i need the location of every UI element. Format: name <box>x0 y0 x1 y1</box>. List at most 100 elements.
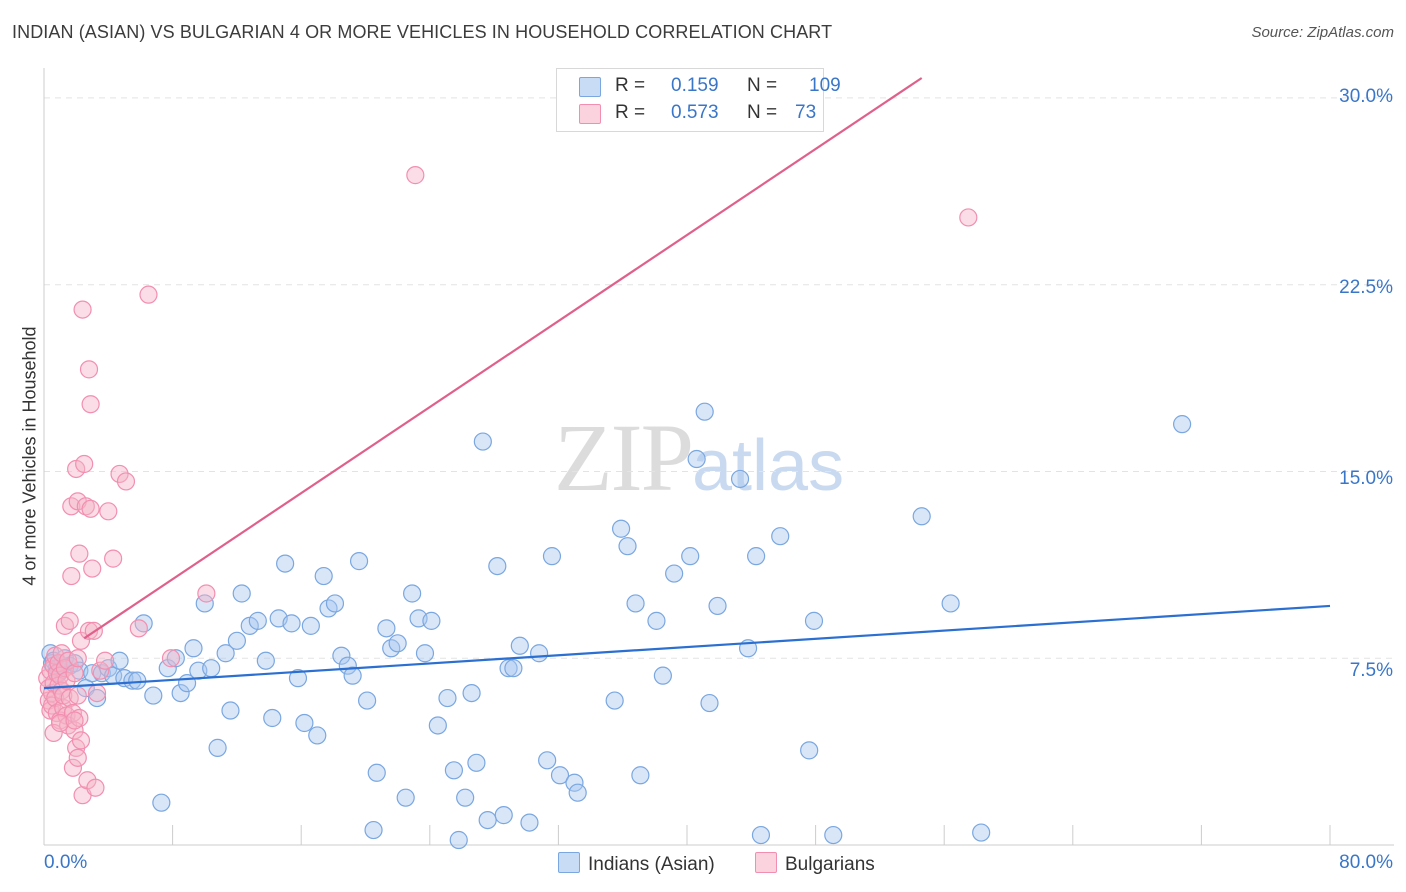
data-point <box>396 788 415 807</box>
data-point <box>488 556 507 576</box>
data-point <box>504 659 523 678</box>
data-point <box>428 716 447 735</box>
legend-n-value: 73 <box>795 102 817 123</box>
data-point <box>618 537 637 556</box>
data-point <box>81 499 100 518</box>
data-point <box>50 713 70 733</box>
data-point <box>510 636 529 655</box>
legend-swatch-bulgarians <box>579 104 601 124</box>
data-point <box>681 547 700 566</box>
data-point <box>358 691 377 710</box>
bottom-legend-indians: Indians (Asian) <box>558 852 715 876</box>
data-point <box>565 773 584 792</box>
data-point <box>110 651 129 670</box>
bottom-legend-label: Indians (Asian) <box>588 854 715 875</box>
trend-line <box>83 77 923 640</box>
data-point <box>86 778 105 797</box>
data-point <box>221 701 240 720</box>
bottom-legend-swatch <box>558 852 580 873</box>
data-point <box>403 584 422 603</box>
data-point <box>139 285 158 304</box>
grid-lines <box>44 97 1394 659</box>
data-point <box>208 738 227 757</box>
legend-r-label: R = <box>615 102 646 123</box>
data-point <box>478 810 497 830</box>
bottom-legend-label: Bulgarians <box>785 854 875 875</box>
data-point <box>123 671 142 690</box>
data-point <box>422 611 441 630</box>
data-point <box>65 711 84 730</box>
bottom-legend-swatch <box>755 852 777 873</box>
data-point <box>62 566 81 586</box>
data-point <box>134 614 153 633</box>
data-point <box>91 661 110 680</box>
data-point <box>216 644 235 663</box>
y-tick-label: 15.0% <box>1339 468 1393 489</box>
data-point <box>116 472 136 491</box>
data-point <box>449 830 468 850</box>
data-point <box>184 639 203 658</box>
data-point <box>263 708 282 728</box>
legend-swatch-indians <box>579 77 601 97</box>
data-point <box>747 547 766 566</box>
data-point <box>520 813 539 832</box>
legend-n-label: N = <box>747 102 778 123</box>
data-point <box>161 649 181 668</box>
x-tick-label-max: 80.0% <box>1339 852 1393 873</box>
data-point <box>824 825 843 845</box>
data-point <box>631 766 650 785</box>
data-point <box>166 649 185 668</box>
source-credit: Source: ZipAtlas.com <box>1251 24 1394 41</box>
axes <box>43 68 1394 846</box>
data-point <box>81 395 100 414</box>
data-point <box>941 594 960 613</box>
data-point <box>912 507 931 526</box>
data-point <box>626 594 645 613</box>
data-point <box>804 611 824 630</box>
data-point <box>55 616 74 635</box>
data-point <box>653 666 672 685</box>
trend-line <box>43 604 1331 690</box>
data-point <box>1173 415 1192 434</box>
data-point <box>377 619 396 638</box>
trend-lines <box>43 77 1331 690</box>
legend-n-value: 109 <box>809 75 841 96</box>
zipatlas-watermark: ZIPatlas <box>554 402 844 513</box>
data-point <box>248 611 267 630</box>
data-point <box>700 693 719 713</box>
bottom-legend-bulgarians: Bulgarians <box>755 852 875 876</box>
data-point <box>364 820 383 840</box>
y-tick-label: 30.0% <box>1339 86 1393 107</box>
data-point <box>75 454 94 474</box>
data-point <box>308 726 327 745</box>
data-point <box>959 208 978 227</box>
data-point <box>388 634 407 653</box>
data-point <box>68 748 87 767</box>
data-point <box>444 761 464 780</box>
data-point <box>325 594 345 613</box>
data-point <box>87 688 107 708</box>
data-point <box>65 664 84 683</box>
data-point <box>68 649 87 668</box>
data-point <box>467 753 486 772</box>
data-point <box>68 686 87 705</box>
data-point <box>647 611 666 630</box>
data-point <box>256 651 275 670</box>
data-point <box>44 723 63 743</box>
data-point <box>99 502 118 521</box>
data-point <box>197 584 216 603</box>
data-point <box>276 554 295 573</box>
data-point <box>530 644 549 663</box>
data-point <box>771 527 790 546</box>
data-point <box>568 783 587 802</box>
data-point <box>288 669 308 688</box>
data-point <box>687 449 706 469</box>
data-point <box>538 751 557 770</box>
data-point <box>128 671 147 690</box>
data-point <box>695 402 714 421</box>
data-point <box>605 691 624 710</box>
y-tick-label: 22.5% <box>1339 277 1393 298</box>
data-point <box>332 646 351 665</box>
data-point <box>665 564 684 583</box>
